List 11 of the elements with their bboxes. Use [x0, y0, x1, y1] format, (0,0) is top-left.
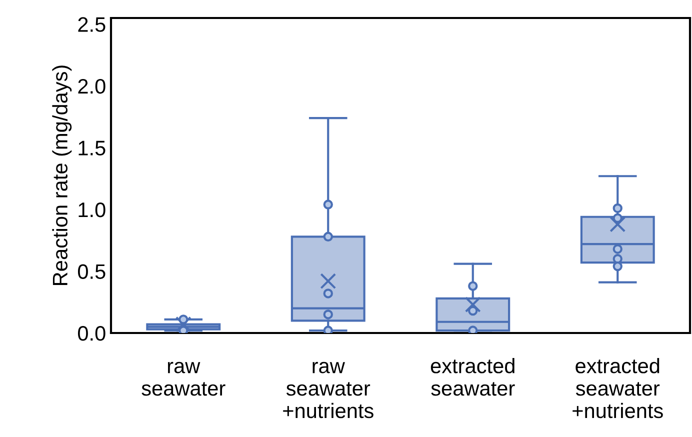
y-tick-label: 1.0 [78, 202, 106, 218]
y-tick-label: 0.5 [78, 264, 106, 279]
y-tick-label: 2.5 [78, 17, 106, 32]
y-tick-label: 2.0 [78, 78, 106, 94]
x-tick-label: raw seawater +nutrients [283, 362, 374, 418]
y-tick-label: 1.5 [78, 140, 106, 156]
y-axis-title: Reaction rate (mg/days) [52, 66, 72, 285]
x-tick-label: extracted seawater +nutrients [572, 358, 663, 418]
x-tick-label: extracted seawater [430, 358, 515, 396]
x-tick-label: raw seawater [142, 362, 226, 396]
y-tick-label: 0.0 [78, 326, 106, 341]
